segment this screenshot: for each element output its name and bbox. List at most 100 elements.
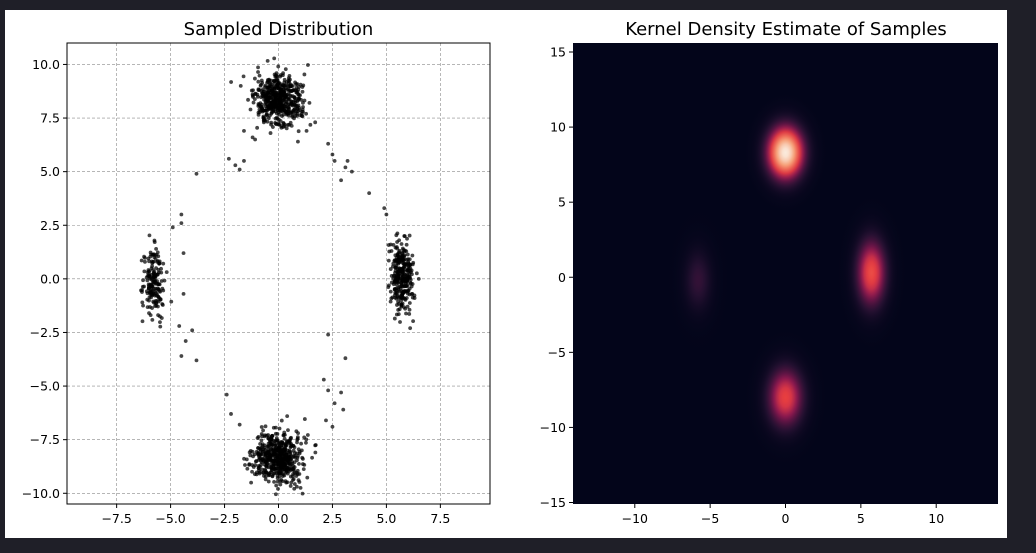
scatter-point xyxy=(284,83,289,88)
scatter-point xyxy=(255,436,260,440)
scatter-point xyxy=(321,377,326,382)
kde-ytick-label: 15 xyxy=(550,45,566,60)
scatter-point xyxy=(275,466,280,471)
scatter-point xyxy=(404,268,409,273)
scatter-ytick-label: 7.5 xyxy=(40,111,60,126)
scatter-point xyxy=(267,470,272,475)
scatter-point xyxy=(273,116,278,121)
scatter-point xyxy=(151,271,156,276)
scatter-point xyxy=(265,444,270,449)
scatter-point xyxy=(290,459,295,464)
scatter-point xyxy=(273,94,278,98)
scatter-point xyxy=(349,169,354,174)
scatter-point xyxy=(247,462,252,467)
scatter-point xyxy=(287,74,292,78)
chart-canvas: Sampled Distribution −7.5 −5.0 −2.5 0.0 2.5 5… xyxy=(22,19,998,526)
scatter-point xyxy=(141,303,145,308)
scatter-point xyxy=(259,95,263,100)
scatter-point xyxy=(388,299,393,304)
scatter-point xyxy=(150,276,155,281)
scatter-point xyxy=(278,482,283,487)
scatter-point xyxy=(395,279,400,284)
scatter-point xyxy=(395,246,400,251)
scatter-point xyxy=(404,262,409,267)
scatter-point xyxy=(282,124,287,128)
kde-ytick-label: 0 xyxy=(558,270,566,285)
scatter-point xyxy=(150,306,154,310)
scatter-point xyxy=(279,85,284,89)
scatter-point xyxy=(251,88,255,93)
scatter-point xyxy=(251,454,255,459)
scatter-ytick-label: 10.0 xyxy=(32,57,60,72)
scatter-point xyxy=(260,80,265,85)
scatter-point xyxy=(397,307,402,312)
scatter-point xyxy=(292,454,297,458)
scatter-point xyxy=(278,479,283,484)
scatter-point xyxy=(287,108,291,113)
scatter-point xyxy=(242,159,246,163)
scatter-point xyxy=(299,441,304,446)
scatter-point xyxy=(405,236,409,241)
scatter-point xyxy=(161,288,166,293)
scatter-point xyxy=(278,102,283,107)
scatter-point xyxy=(278,90,283,95)
scatter-point xyxy=(276,441,281,446)
scatter-point xyxy=(279,418,284,423)
scatter-point xyxy=(284,100,288,104)
scatter-point xyxy=(155,292,160,297)
scatter-point xyxy=(224,392,229,397)
kde-ytick-label: 10 xyxy=(550,120,566,135)
scatter-point xyxy=(395,240,400,244)
scatter-point xyxy=(161,261,166,266)
scatter-point xyxy=(264,453,269,458)
scatter-point xyxy=(279,450,283,454)
scatter-point xyxy=(275,82,280,87)
scatter-point xyxy=(181,251,186,256)
scatter-point xyxy=(387,249,392,254)
scatter-point xyxy=(270,468,275,473)
scatter-point xyxy=(268,462,273,467)
scatter-point xyxy=(294,429,299,434)
scatter-point xyxy=(408,326,413,331)
scatter-point xyxy=(409,292,414,296)
scatter-point xyxy=(249,480,254,485)
scatter-point xyxy=(407,271,412,276)
scatter-point xyxy=(151,299,156,304)
scatter-point xyxy=(139,258,144,263)
scatter-point xyxy=(401,289,406,294)
scatter-point xyxy=(297,108,302,113)
scatter-point xyxy=(245,466,250,471)
scatter-point xyxy=(293,111,298,115)
scatter-point xyxy=(295,82,300,86)
scatter-point xyxy=(181,291,186,296)
scatter-xtick-label: 0.0 xyxy=(269,511,289,526)
kde-xtick-label: −5 xyxy=(701,511,719,526)
scatter-point xyxy=(313,450,318,455)
scatter-point xyxy=(273,443,278,448)
scatter-point xyxy=(286,78,291,83)
scatter-point xyxy=(242,129,246,133)
scatter-point xyxy=(282,451,287,456)
scatter-point xyxy=(382,206,387,211)
scatter-point xyxy=(153,257,158,261)
figure: Sampled Distribution −7.5 −5.0 −2.5 0.0 2.5 5… xyxy=(5,10,1007,538)
scatter-point xyxy=(263,424,268,429)
scatter-point xyxy=(147,259,151,264)
scatter-point xyxy=(392,316,397,321)
scatter-point xyxy=(152,240,157,244)
scatter-point xyxy=(256,79,261,84)
scatter-point xyxy=(301,105,305,109)
scatter-point xyxy=(294,484,299,489)
scatter-point xyxy=(281,472,286,477)
scatter-y-axis: 10.0 7.5 5.0 2.5 0.0 −2.5 −5.0 −7.5 −10.0 xyxy=(22,57,67,501)
scatter-panel: Sampled Distribution −7.5 −5.0 −2.5 0.0 2.5 5… xyxy=(22,19,491,526)
scatter-point xyxy=(294,451,299,456)
scatter-point xyxy=(326,332,331,337)
scatter-point xyxy=(157,282,161,287)
scatter-point xyxy=(274,101,279,106)
scatter-point xyxy=(399,303,404,308)
scatter-point xyxy=(276,459,280,464)
scatter-point xyxy=(257,470,262,475)
scatter-point xyxy=(304,129,309,133)
scatter-point xyxy=(279,124,284,129)
